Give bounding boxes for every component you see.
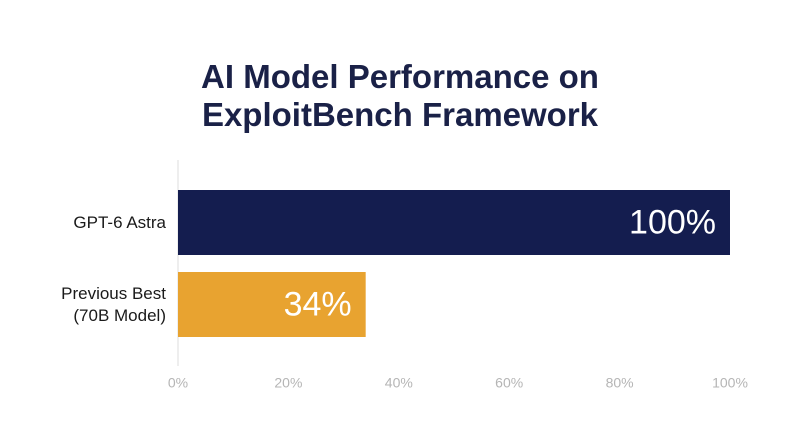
value-label: 100% <box>629 203 716 241</box>
x-tick-label: 40% <box>385 375 413 391</box>
x-tick-label: 100% <box>712 375 748 391</box>
bar <box>178 190 730 255</box>
chart-title: ExploitBench Framework <box>201 96 599 133</box>
y-tick-label: Previous Best (70B Model) <box>61 283 166 325</box>
x-tick-label: 60% <box>495 375 523 391</box>
value-label: 34% <box>284 285 352 323</box>
chart-title: AI Model Performance on <box>201 58 599 95</box>
x-tick-label: 80% <box>606 375 634 391</box>
x-tick-label: 0% <box>168 375 188 391</box>
x-tick-label: 20% <box>274 375 302 391</box>
y-tick-label: GPT-6 Astra <box>73 212 166 232</box>
bar <box>178 272 366 337</box>
